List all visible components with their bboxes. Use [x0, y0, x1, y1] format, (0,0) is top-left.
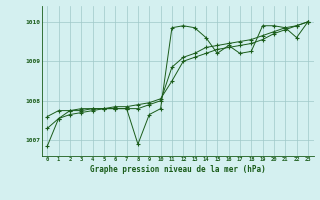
X-axis label: Graphe pression niveau de la mer (hPa): Graphe pression niveau de la mer (hPa) — [90, 165, 266, 174]
